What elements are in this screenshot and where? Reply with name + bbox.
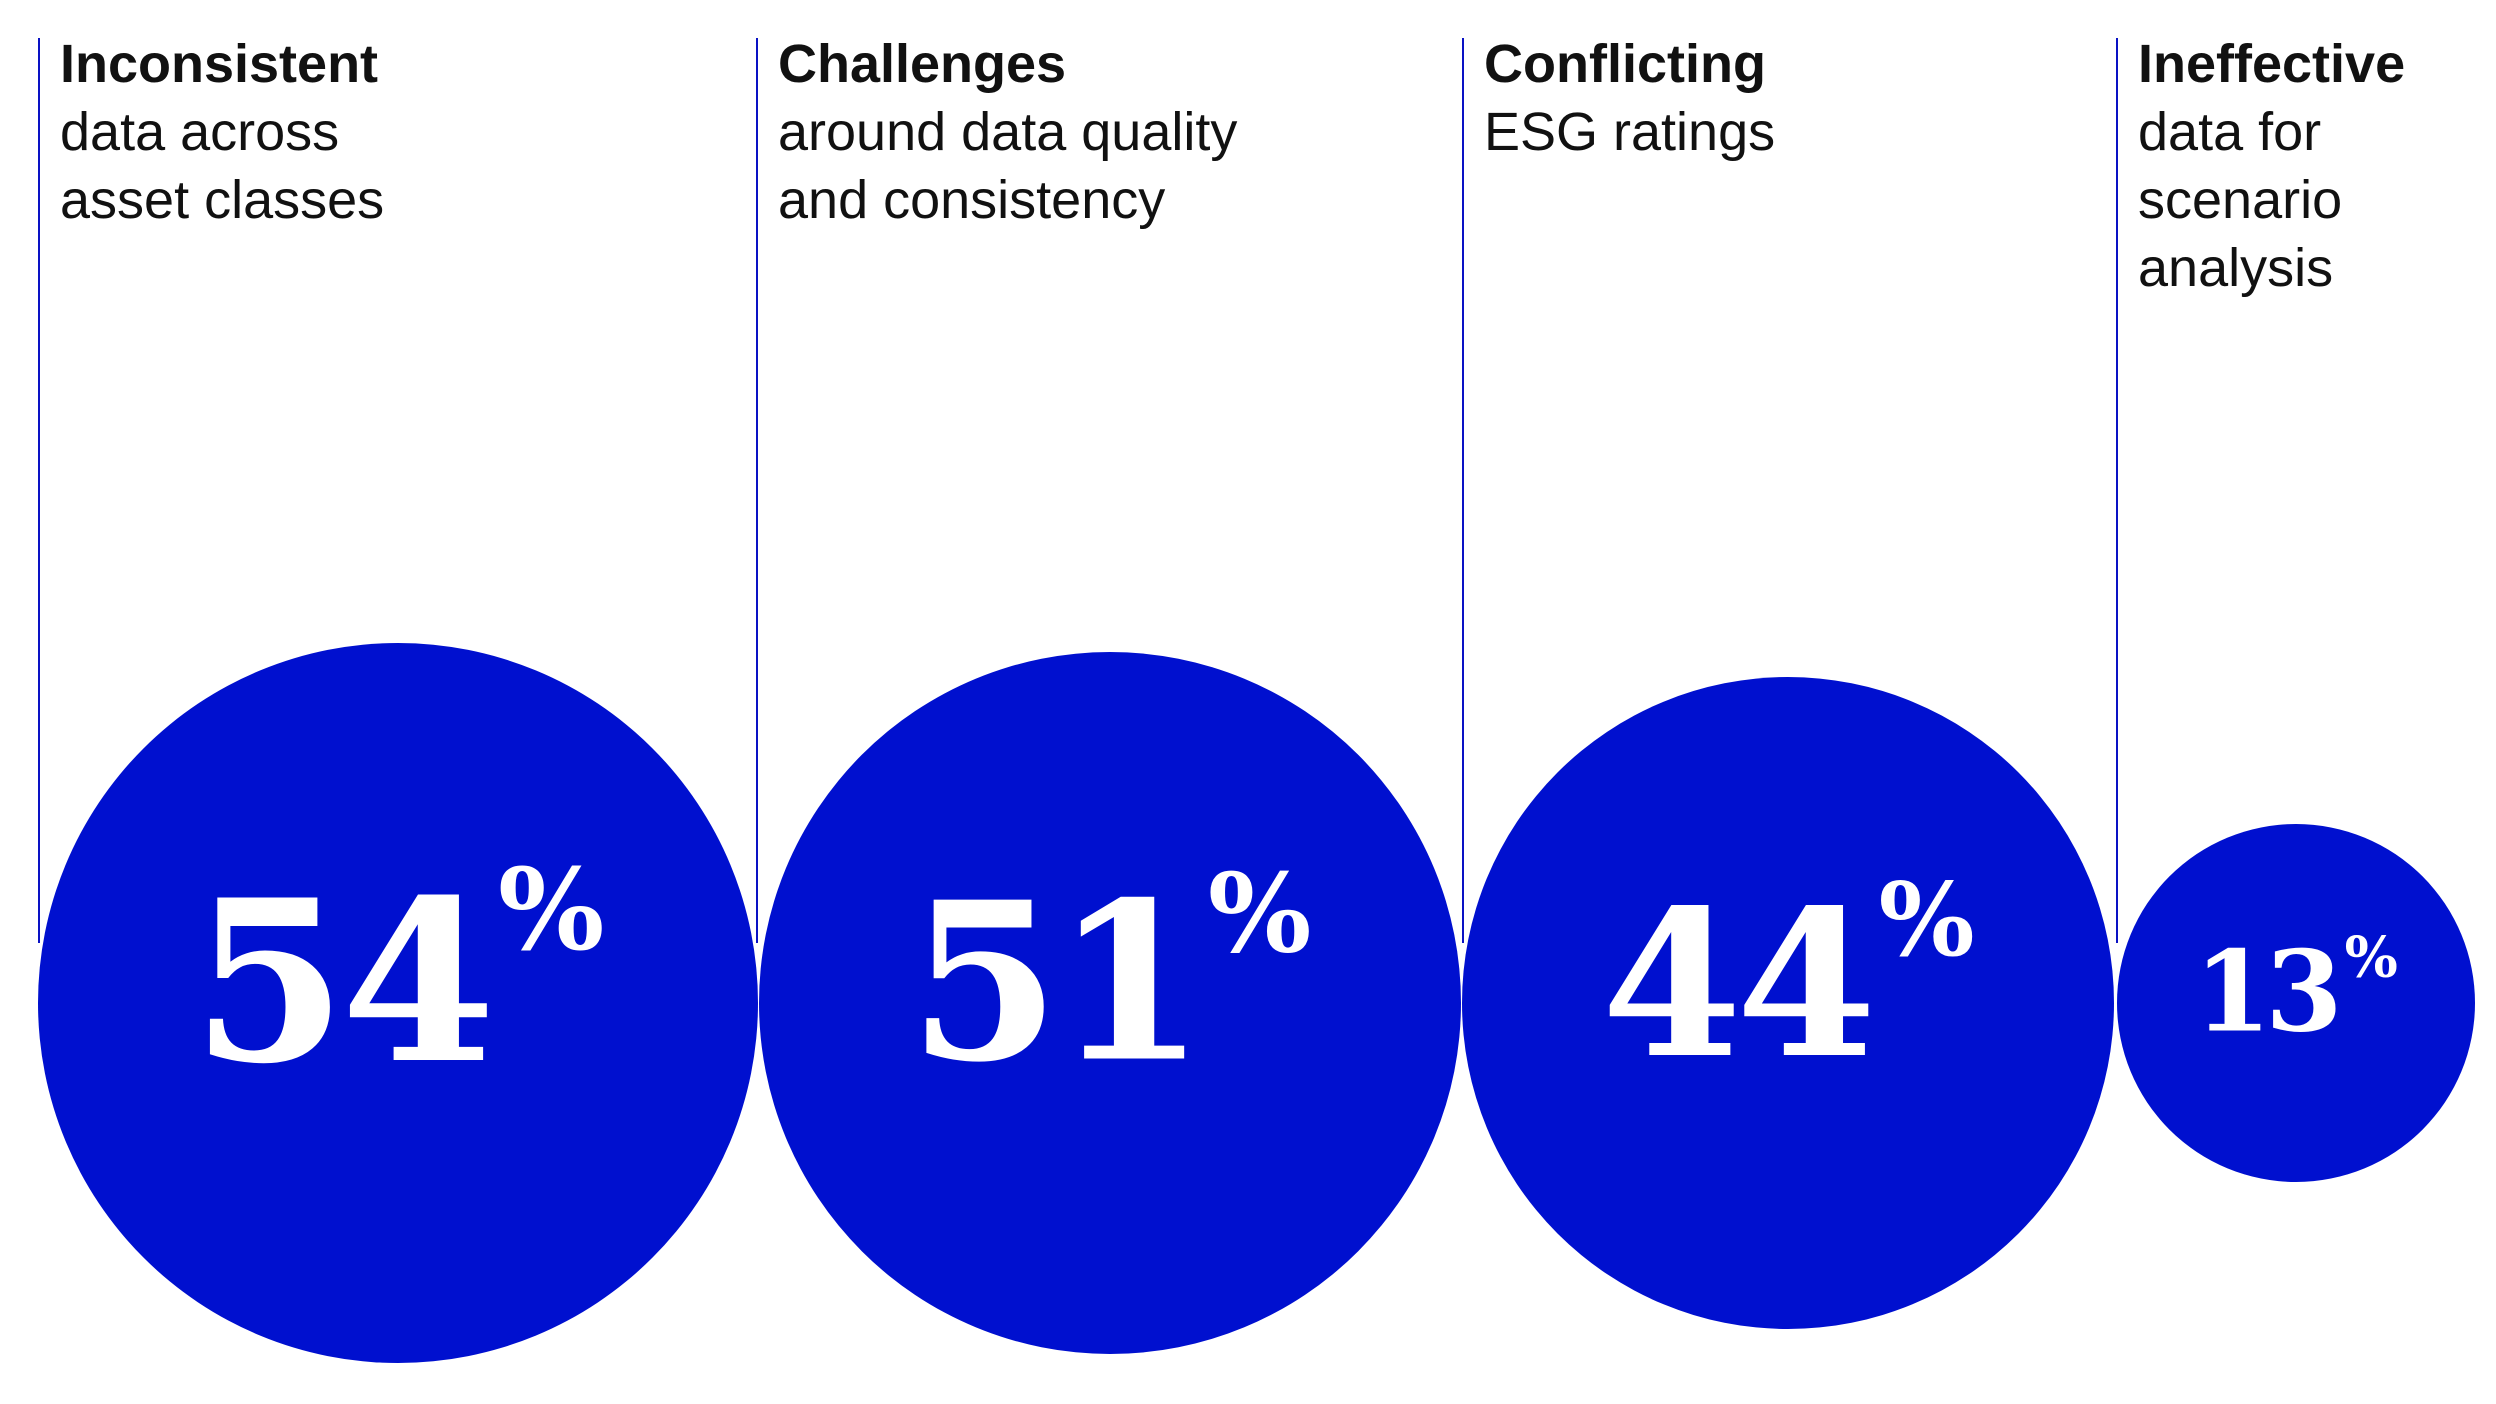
category-label-line: data for bbox=[2138, 102, 2322, 162]
data-label-value: 13 bbox=[2194, 927, 2342, 1058]
value-bubble: 13% bbox=[2117, 824, 2475, 1182]
category-label-line: asset classes bbox=[60, 170, 385, 230]
category-label: Challenges around data quality and consist… bbox=[778, 30, 1237, 234]
category-label-line: and consistency bbox=[778, 170, 1166, 230]
column-divider bbox=[1462, 38, 1464, 943]
category-label-line: data across bbox=[60, 102, 340, 162]
data-label-value: 51 bbox=[908, 854, 1206, 1111]
category-label: Conflicting ESG ratings bbox=[1484, 30, 1775, 166]
data-label: 13% bbox=[2117, 924, 2475, 1058]
data-label-value: 54 bbox=[191, 851, 496, 1114]
value-bubble: 54% bbox=[38, 643, 758, 1363]
data-label-unit: % bbox=[497, 845, 605, 977]
category-label-bold: Challenges bbox=[778, 34, 1067, 94]
data-label-unit: % bbox=[1878, 859, 1975, 979]
category-label-bold: Ineffective bbox=[2138, 34, 2406, 94]
data-label: 44% bbox=[1462, 860, 2114, 1103]
category-label-bold: Inconsistent bbox=[60, 34, 379, 94]
data-label-unit: % bbox=[1207, 849, 1312, 978]
data-label-value: 44 bbox=[1601, 864, 1876, 1103]
category-label-line: ESG ratings bbox=[1484, 102, 1776, 162]
category-label-line: around data quality bbox=[778, 102, 1238, 162]
category-label: Ineffective data for scenario analysis bbox=[2138, 30, 2405, 302]
data-label-unit: % bbox=[2344, 924, 2398, 991]
category-label-line: analysis bbox=[2138, 238, 2334, 298]
data-label: 51% bbox=[759, 849, 1461, 1111]
value-bubble: 44% bbox=[1462, 677, 2114, 1329]
column-divider bbox=[2116, 38, 2118, 943]
category-label-bold: Conflicting bbox=[1484, 34, 1766, 94]
column-divider bbox=[38, 38, 40, 943]
column-divider bbox=[756, 38, 758, 943]
category-label-line: scenario bbox=[2138, 170, 2343, 230]
data-label: 54% bbox=[38, 845, 758, 1114]
category-label: Inconsistent data across asset classes bbox=[60, 30, 384, 234]
value-bubble: 51% bbox=[759, 652, 1461, 1354]
